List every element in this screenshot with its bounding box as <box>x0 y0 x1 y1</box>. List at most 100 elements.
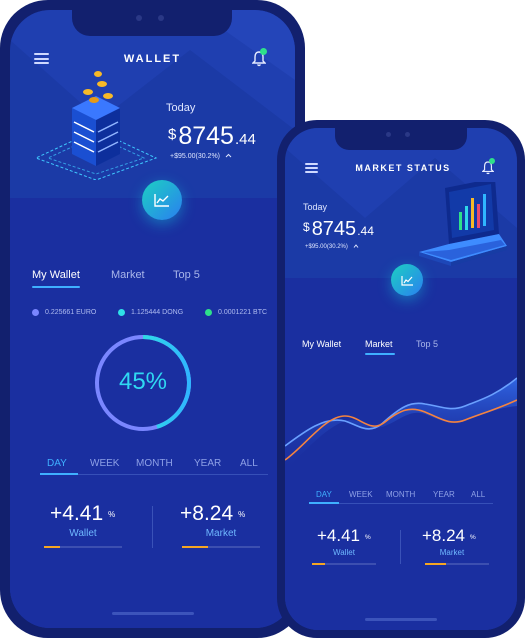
currency-symbol: $ <box>168 125 177 143</box>
stats-divider <box>400 530 401 564</box>
notch <box>335 126 467 150</box>
hamburger-icon[interactable] <box>34 53 49 64</box>
market-line-chart <box>285 377 517 471</box>
legend-dot <box>118 309 125 316</box>
home-indicator <box>365 618 437 621</box>
range-all[interactable]: ALL <box>240 458 258 469</box>
tab-top-5[interactable]: Top 5 <box>416 339 439 349</box>
wallet-screen: WALLET Today $8745.44 <box>10 10 295 628</box>
laptop-illustration <box>419 182 507 266</box>
stat-number: +8.24 <box>422 526 466 545</box>
balance-change: +$95.00(30.2%) <box>170 153 232 160</box>
chart-line-orange <box>285 399 517 461</box>
tab-market[interactable]: Market <box>365 339 393 349</box>
bell-icon[interactable] <box>481 158 495 175</box>
today-label: Today <box>303 202 328 212</box>
range-month[interactable]: MONTH <box>386 490 416 499</box>
legend-euro: 0.225661 EURO <box>32 309 96 316</box>
balance-decimal: .44 <box>234 131 256 148</box>
market-stat-label: Market <box>205 528 237 539</box>
legend-btc: 0.0001221 BTC <box>205 309 267 316</box>
header-pattern <box>10 10 295 130</box>
balance-amount: $8745.44 <box>303 218 374 241</box>
range-all[interactable]: ALL <box>471 490 486 499</box>
caret-up-icon <box>353 244 358 248</box>
range-week[interactable]: WEEK <box>90 458 120 469</box>
tab-my-wallet[interactable]: My Wallet <box>32 269 80 281</box>
chart-area <box>285 378 517 471</box>
wallet-stat-label: Wallet <box>69 528 97 539</box>
balance-integer: 8745 <box>311 218 357 240</box>
tab-my-wallet[interactable]: My Wallet <box>302 339 342 349</box>
wallet-stat-progress <box>312 563 325 565</box>
legend-dong: 1.125444 DONG <box>118 309 183 316</box>
chart-fab-button[interactable] <box>142 180 182 220</box>
range-week[interactable]: WEEK <box>349 490 373 499</box>
bell-icon[interactable] <box>251 48 267 67</box>
balance-decimal: .44 <box>357 224 374 238</box>
market-stat-value: +8.24% <box>422 526 476 546</box>
range-year[interactable]: YEAR <box>433 490 455 499</box>
range-year[interactable]: YEAR <box>194 458 222 469</box>
tab-active-indicator <box>32 286 80 288</box>
market-stat-progress <box>182 546 208 548</box>
range-divider <box>309 503 493 504</box>
camera <box>386 132 391 137</box>
range-day[interactable]: DAY <box>47 458 67 469</box>
gauge-value: 45% <box>118 368 168 395</box>
progress-gauge <box>95 335 191 431</box>
stat-unit: % <box>108 510 116 520</box>
range-active-indicator <box>309 502 339 504</box>
balance-change: +$95.00(30.2%) <box>305 244 359 250</box>
legend-label: 0.225661 EURO <box>45 309 97 316</box>
phone-wallet: WALLET Today $8745.44 <box>0 0 305 638</box>
sensor <box>158 15 164 21</box>
wallet-stat-track <box>44 546 122 548</box>
stat-number: +8.24 <box>180 502 234 525</box>
change-text: +$95.00(30.2%) <box>170 153 221 160</box>
market-stat-track <box>425 563 489 565</box>
currency-symbol: $ <box>303 219 310 234</box>
gauge-arc <box>95 335 191 431</box>
page-title: MARKET STATUS <box>355 163 451 173</box>
stats-divider <box>152 506 153 548</box>
balance-amount: $8745.44 <box>168 122 256 151</box>
legend-dot <box>32 309 39 316</box>
wallet-stat-progress <box>44 546 60 548</box>
market-stat-track <box>182 546 260 548</box>
market-stat-value: +8.24% <box>180 502 245 526</box>
market-body <box>285 278 517 630</box>
notification-badge <box>260 48 267 55</box>
wallet-stat-value: +4.41% <box>317 526 371 546</box>
stat-unit: % <box>238 510 246 520</box>
stat-unit: % <box>470 533 476 541</box>
wallet-illustration <box>34 71 158 180</box>
today-label: Today <box>166 102 196 114</box>
market-stat-label: Market <box>439 548 465 557</box>
sensor <box>405 132 410 137</box>
range-month[interactable]: MONTH <box>136 458 173 469</box>
tab-top-5[interactable]: Top 5 <box>173 269 200 281</box>
legend-label: 0.0001221 BTC <box>218 309 268 316</box>
chart-fab-button[interactable] <box>391 264 423 296</box>
chart-icon <box>154 194 169 207</box>
notification-badge <box>489 158 495 164</box>
hamburger-icon[interactable] <box>305 163 318 173</box>
wallet-stat-value: +4.41% <box>50 502 115 526</box>
chart-icon <box>400 275 413 286</box>
phone-market-status: MARKET STATUS Today $8745.44 +$95.00(30.… <box>277 120 525 638</box>
tab-active-indicator <box>365 353 395 355</box>
wallet-stat-label: Wallet <box>333 548 355 557</box>
market-stat-progress <box>425 563 446 565</box>
legend-dot <box>205 309 212 316</box>
legend-label: 1.125444 DONG <box>131 309 184 316</box>
page-title: WALLET <box>123 53 182 65</box>
range-day[interactable]: DAY <box>316 490 332 499</box>
stat-number: +4.41 <box>317 526 361 545</box>
chart-line-blue <box>285 377 517 447</box>
camera <box>136 15 142 21</box>
change-text: +$95.00(30.2%) <box>305 244 348 250</box>
tab-market[interactable]: Market <box>111 269 145 281</box>
stat-unit: % <box>365 533 371 541</box>
notch <box>72 8 232 36</box>
